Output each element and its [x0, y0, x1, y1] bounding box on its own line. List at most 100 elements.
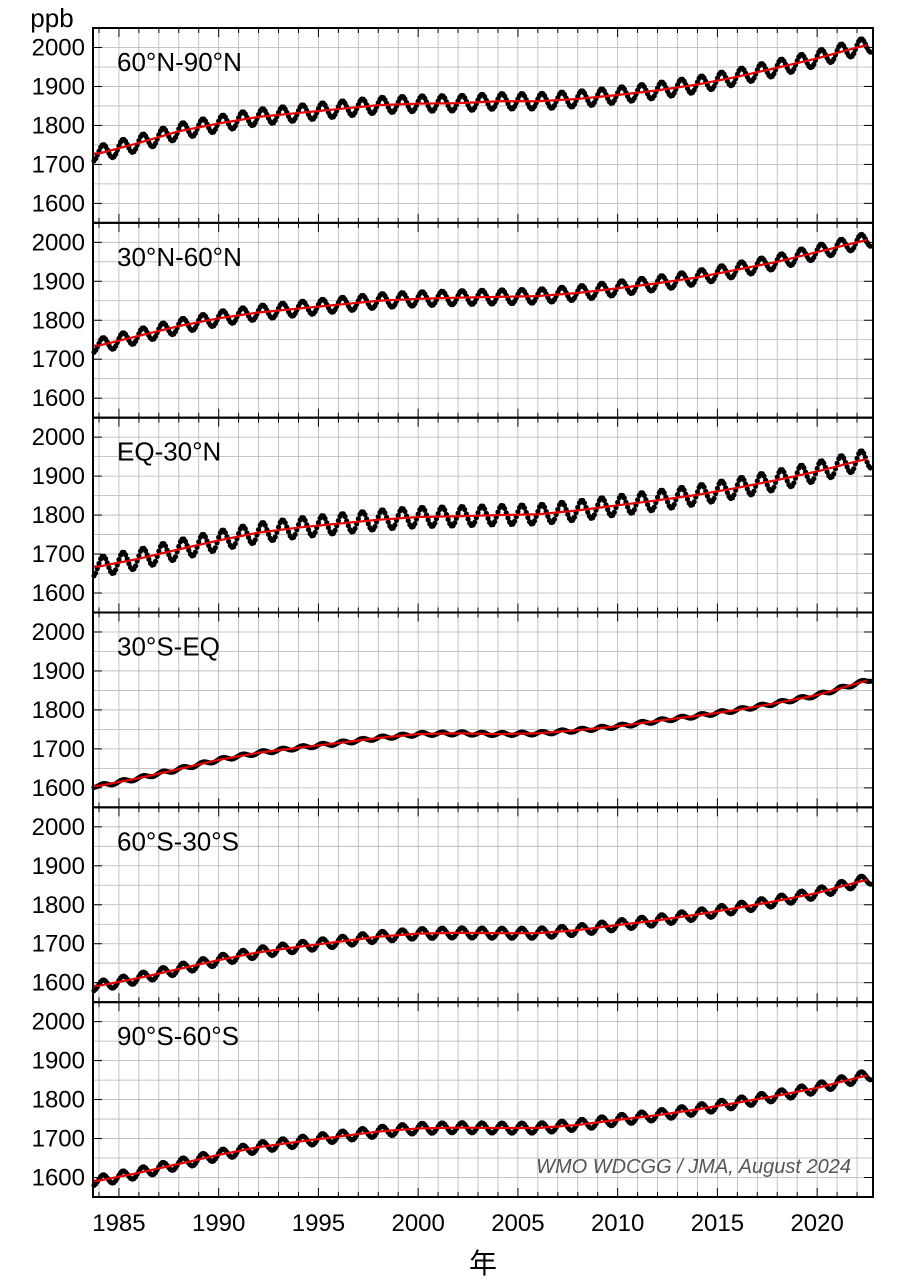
observed-point: [96, 560, 102, 567]
observed-point: [781, 469, 787, 475]
observed-point: [555, 506, 561, 512]
observed-point: [867, 881, 873, 887]
observed-point: [372, 524, 378, 530]
observed-point: [515, 509, 521, 515]
observed-point: [711, 495, 717, 502]
y-tick-label: 1900: [32, 463, 85, 490]
observed-point: [545, 513, 551, 519]
observed-point: [292, 531, 298, 538]
observed-point: [335, 518, 341, 524]
observed-point: [811, 61, 817, 67]
y-tick-label: 1700: [32, 1126, 85, 1153]
observed-point: [405, 518, 411, 524]
observed-point: [485, 515, 491, 521]
observed-point: [671, 501, 677, 508]
observed-point: [814, 465, 820, 472]
observed-point: [635, 497, 641, 503]
observed-point: [701, 484, 707, 490]
observed-point: [222, 529, 228, 536]
y-tick-label: 2000: [32, 229, 85, 256]
panel-frame: [92, 1001, 874, 1199]
observed-point: [841, 455, 847, 461]
observed-point: [801, 465, 807, 471]
observed-point: [106, 564, 112, 571]
observed-point: [492, 519, 498, 525]
observed-point: [395, 512, 401, 518]
observed-point: [541, 504, 548, 510]
observed-point: [661, 490, 667, 496]
observed-point: [315, 519, 322, 526]
y-tick-label: 1800: [32, 502, 85, 529]
y-tick-label: 1700: [32, 931, 85, 958]
observed-point: [654, 494, 661, 500]
y-tick-label: 1900: [32, 853, 85, 880]
observed-point: [601, 497, 607, 504]
observed-point: [744, 486, 750, 492]
observed-point: [302, 517, 308, 523]
observed-point: [136, 553, 142, 559]
observed-point: [681, 487, 687, 493]
observed-point: [375, 514, 381, 520]
observed-point: [741, 477, 747, 483]
observed-point: [674, 491, 681, 498]
trend-line: [94, 878, 868, 987]
observed-point: [355, 516, 361, 522]
panel-label: 60°N-90°N: [117, 47, 242, 77]
observed-point: [113, 151, 119, 157]
observed-point: [751, 488, 757, 494]
observed-point: [525, 514, 531, 521]
x-tick-label: 2020: [790, 1210, 843, 1237]
observed-point: [605, 507, 611, 513]
trend-line: [94, 1074, 868, 1182]
observed-point: [282, 520, 288, 526]
y-tick-label: 2000: [32, 814, 85, 841]
observed-point: [684, 496, 691, 502]
observed-point: [362, 511, 368, 518]
observed-point: [113, 567, 119, 573]
observed-point: [721, 481, 727, 487]
observed-point: [502, 505, 508, 512]
y-tick-label: 1700: [32, 346, 85, 373]
y-tick-label: 2000: [32, 34, 85, 61]
trend-line: [94, 239, 868, 347]
credit-text: WMO WDCGG / JMA, August 2024: [536, 1156, 851, 1178]
y-tick-label: 1700: [32, 736, 85, 763]
observed-point: [172, 554, 179, 560]
observed-point: [511, 518, 518, 524]
observed-point: [252, 537, 258, 543]
observed-point: [465, 516, 471, 522]
observed-point: [731, 79, 737, 86]
observed-point: [345, 523, 351, 529]
observed-point: [867, 1077, 873, 1083]
observed-point: [152, 140, 159, 146]
observed-point: [495, 509, 501, 515]
observed-point: [764, 482, 770, 488]
observed-point: [565, 511, 571, 517]
observed-point: [132, 563, 139, 569]
observed-point: [402, 508, 408, 515]
observed-point: [176, 543, 182, 549]
y-tick-label: 2000: [32, 424, 85, 451]
observed-point: [305, 526, 312, 533]
y-tick-label: 1800: [32, 307, 85, 334]
panel-label: EQ-30°N: [117, 437, 221, 467]
observed-point: [651, 504, 657, 510]
observed-point: [275, 524, 282, 530]
observed-point: [382, 510, 388, 516]
observed-point: [804, 473, 810, 480]
observed-point: [704, 493, 711, 499]
observed-point: [262, 522, 268, 528]
observed-point: [365, 521, 371, 527]
x-tick-label: 2000: [391, 1210, 444, 1237]
observed-point: [445, 516, 451, 523]
observed-point: [771, 71, 777, 77]
observed-point: [794, 470, 800, 476]
trend-line: [94, 44, 868, 155]
observed-point: [192, 549, 198, 555]
observed-point: [694, 489, 701, 495]
observed-point: [442, 507, 448, 513]
y-tick-label: 1900: [32, 268, 85, 295]
observed-point: [561, 502, 568, 508]
observed-point: [232, 541, 238, 547]
